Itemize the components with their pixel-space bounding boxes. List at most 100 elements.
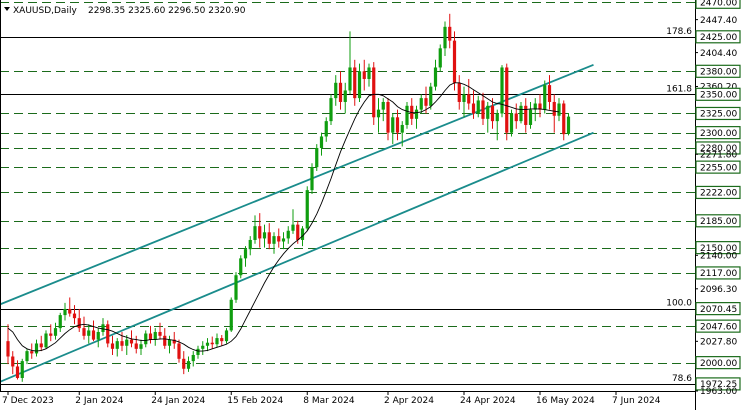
candle xyxy=(110,335,115,355)
candle xyxy=(405,101,409,129)
price-label-box xyxy=(695,302,741,316)
candle-body xyxy=(405,105,409,125)
candle xyxy=(239,255,243,279)
candle-body xyxy=(448,26,452,41)
candle xyxy=(481,92,485,125)
price-label-box xyxy=(695,214,741,228)
candle xyxy=(343,82,347,114)
fib-level-label: 178.6 xyxy=(666,27,692,37)
candle xyxy=(248,236,252,256)
candle xyxy=(125,335,129,355)
price-tick-label: 2150.00 xyxy=(700,244,737,254)
candle-body xyxy=(395,117,400,133)
candlesticks xyxy=(6,13,571,382)
candle xyxy=(538,94,542,118)
date-tick-label: 24 Apr 2024 xyxy=(460,396,516,406)
candle-body xyxy=(134,343,138,349)
candle xyxy=(372,62,376,125)
price-tick-label: 2300.00 xyxy=(700,129,737,139)
candle-body xyxy=(528,109,533,125)
candle xyxy=(509,109,514,137)
candle xyxy=(205,338,210,352)
candle-body xyxy=(467,94,471,104)
candle-body xyxy=(357,71,362,99)
candle-body xyxy=(338,82,343,102)
candle xyxy=(334,75,338,106)
candle xyxy=(486,101,490,133)
candle-body xyxy=(258,226,262,239)
candle xyxy=(528,101,533,129)
price-label-box xyxy=(695,185,741,200)
candle-body xyxy=(191,354,195,362)
candle-body xyxy=(286,230,290,239)
candle xyxy=(234,272,238,303)
moving-average-line xyxy=(7,82,560,352)
price-label-box xyxy=(695,377,741,391)
fib-level-label: 78.6 xyxy=(672,374,692,384)
candle-body xyxy=(300,228,305,240)
candle-body xyxy=(220,338,224,342)
candle xyxy=(201,341,205,355)
candle-body xyxy=(82,328,86,336)
candle-body xyxy=(49,333,53,336)
channel-lower-line xyxy=(0,131,594,383)
price-tick-label: 2070.45 xyxy=(700,305,737,315)
candle-body xyxy=(310,167,314,191)
price-label-box xyxy=(695,64,741,78)
candle xyxy=(15,360,20,380)
candle-body xyxy=(400,124,404,133)
candle-body xyxy=(25,351,29,362)
candle-body xyxy=(110,343,115,349)
candle-body xyxy=(443,26,447,49)
candle-body xyxy=(239,258,243,276)
candle-body xyxy=(552,101,556,116)
candle xyxy=(471,90,476,119)
candle-body xyxy=(129,339,134,344)
candle xyxy=(319,132,324,156)
candle-body xyxy=(39,343,43,348)
candle xyxy=(144,330,148,348)
candle xyxy=(367,63,371,87)
price-tick-label: 2027.80 xyxy=(700,338,737,348)
candle-body xyxy=(362,71,366,79)
candle-body xyxy=(229,299,233,331)
candle-body xyxy=(248,239,252,250)
candle xyxy=(58,312,62,332)
candle xyxy=(419,94,423,114)
candle xyxy=(353,59,357,106)
ohlc-values: 2298.35 2325.60 2296.50 2320.90 xyxy=(88,6,246,16)
price-tick-label: 2350.00 xyxy=(700,91,737,101)
candle xyxy=(220,335,224,346)
candle xyxy=(115,338,119,357)
date-tick-label: 24 Jan 2024 xyxy=(151,396,205,406)
candle xyxy=(438,44,442,72)
candle-body xyxy=(486,105,490,119)
candle xyxy=(305,186,309,231)
candle-body xyxy=(562,103,566,135)
candle xyxy=(533,98,537,122)
price-label-box xyxy=(695,87,741,101)
candle xyxy=(49,324,53,342)
candle-body xyxy=(353,67,357,99)
date-tick-label: 2 Jan 2024 xyxy=(75,396,123,406)
price-tick-label: 2360.20 xyxy=(700,83,737,93)
candle-body xyxy=(253,226,257,240)
candle-body xyxy=(334,82,338,99)
price-label-box xyxy=(695,356,741,370)
candle xyxy=(243,246,248,267)
candle xyxy=(258,213,262,248)
candle xyxy=(500,65,504,118)
candle-body xyxy=(462,94,466,102)
candle xyxy=(44,330,48,349)
price-label-box xyxy=(695,266,741,280)
candle-body xyxy=(153,331,157,340)
candle xyxy=(310,163,314,194)
candle xyxy=(11,351,15,375)
candle-body xyxy=(6,341,10,357)
date-tick-label: 7 Jun 2024 xyxy=(612,396,661,406)
date-tick-label: 7 Dec 2023 xyxy=(2,396,54,406)
candle xyxy=(34,339,39,357)
price-tick-label: 2271.80 xyxy=(700,150,737,160)
candle xyxy=(186,356,191,372)
candle-body xyxy=(63,308,67,316)
